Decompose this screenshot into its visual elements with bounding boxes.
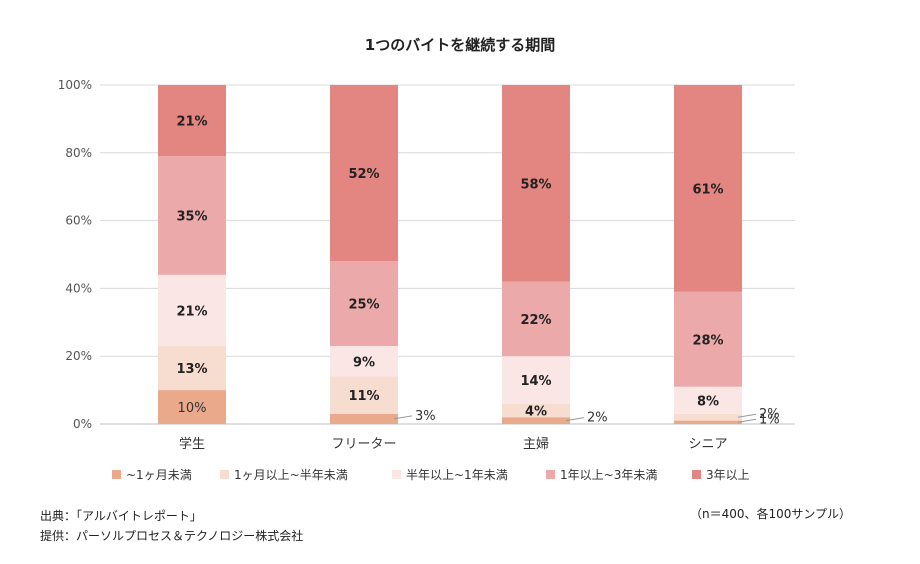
bar-segment [502,281,570,357]
legend-label: 1ヶ月以上~半年未満 [234,468,348,482]
data-label: 2% [587,411,608,426]
bar-segment [674,386,742,414]
data-label: 11% [348,389,379,404]
data-label: 1% [759,412,780,427]
sample-note: （n＝400、各100サンプル） [690,507,852,521]
data-label: 8% [697,394,719,409]
data-label: 61% [692,182,723,197]
legend-swatch [546,470,555,479]
bar-segment [502,403,570,418]
bar-segment [330,346,398,377]
data-label: 14% [520,374,551,389]
leader-line [737,413,757,418]
bar-segment [674,85,742,292]
legend-label: 半年以上~1年未満 [406,468,508,482]
leader-line [393,415,413,420]
bar-segment [502,356,570,404]
data-label: 2% [759,407,780,422]
data-label: 13% [176,362,207,377]
source-note: 出典：「アルバイトレポート」 [40,509,202,523]
bar-segment [158,85,226,157]
bar-segment [158,346,226,391]
legend-swatch [392,470,401,479]
x-tick-label: シニア [688,437,727,452]
y-tick-label: 60% [65,214,92,228]
bar-segment [330,413,398,424]
legend-label: ~1ヶ月未満 [126,468,192,482]
legend-label: 3年以上 [706,468,750,482]
legend: ~1ヶ月未満 1ヶ月以上~半年未満 半年以上~1年未満 1年以上~3年未満 3年以上 [112,468,750,482]
y-tick-label: 20% [65,349,92,363]
data-label: 3% [415,409,436,424]
data-label: 10% [178,401,207,416]
data-label: 28% [692,333,723,348]
leader-line [565,417,585,422]
x-tick-label: 学生 [179,436,205,452]
leader-line [737,418,757,423]
legend-swatch [220,470,229,479]
bar-segment [330,261,398,347]
bars: 10% 13% 21% 35% 21% 3% 11% 9% 25% 52% 2% 4% 14% 22% 58… [158,85,780,427]
y-tick-label: 80% [65,146,92,160]
data-label: 58% [520,177,551,192]
data-label: 35% [176,210,207,225]
data-label: 21% [176,115,207,130]
provider-note: 提供：パーソルプロセス＆テクノロジー株式会社 [40,529,304,543]
x-tick-label: フリーター [331,437,396,452]
data-label: 52% [348,167,379,182]
bar-segment [158,156,226,275]
data-label: 9% [353,355,375,370]
bar-segment [158,390,226,424]
bar-segment [674,413,742,421]
data-label: 4% [525,404,547,419]
legend-swatch [112,470,121,479]
chart-title: 1つのバイトを継続する期間 [365,36,555,54]
bar-segment [330,376,398,414]
y-tick-label: 100% [58,78,92,92]
y-axis: 0% 20% 40% 60% 80% 100% [58,78,92,431]
bar-segment [674,291,742,387]
data-label: 21% [176,304,207,319]
bar-segment [502,85,570,282]
bar-segment [674,420,742,424]
x-axis: 学生 フリーター 主婦 シニア [179,436,728,452]
bar-segment [330,85,398,262]
bar-segment [502,417,570,424]
data-label: 22% [520,313,551,328]
legend-swatch [692,470,701,479]
x-tick-label: 主婦 [523,436,549,452]
legend-label: 1年以上~3年未満 [560,468,657,482]
y-tick-label: 0% [73,417,92,431]
data-label: 25% [348,298,379,313]
bar-segment [158,274,226,347]
y-tick-label: 40% [65,281,92,295]
